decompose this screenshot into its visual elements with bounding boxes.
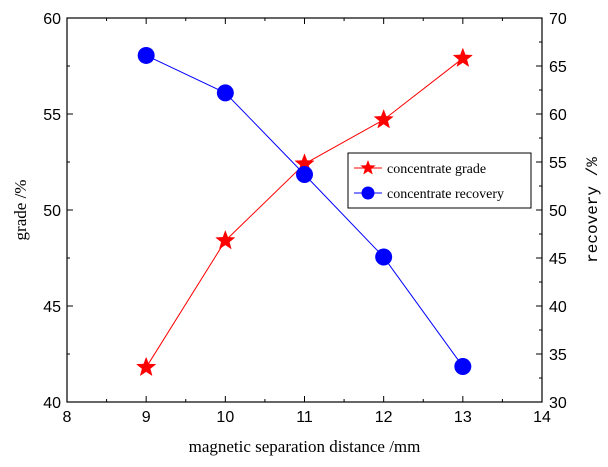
x-tick-label: 9 xyxy=(142,409,151,426)
recovery-point xyxy=(216,84,234,102)
legend-label-grade: concentrate grade xyxy=(387,162,486,177)
legend-marker-grade xyxy=(360,160,376,175)
grade-point xyxy=(373,109,394,129)
x-tick-label: 10 xyxy=(216,409,234,426)
y-right-tick-label: 50 xyxy=(549,203,567,220)
y-right-tick-label: 65 xyxy=(549,59,567,76)
legend-box xyxy=(347,152,532,209)
x-tick-label: 14 xyxy=(533,409,551,426)
recovery-point xyxy=(375,248,393,266)
legend-label-recovery: concentrate recovery xyxy=(387,187,504,202)
recovery-series-line xyxy=(145,54,464,367)
y-left-tick-label: 40 xyxy=(43,395,61,412)
grade-point xyxy=(215,230,236,250)
y-left-tick-label: 50 xyxy=(43,203,61,220)
y-left-tick-label: 55 xyxy=(43,107,61,124)
y-left-tick-label: 60 xyxy=(43,11,61,28)
y-right-tick-label: 70 xyxy=(549,11,567,28)
x-tick-label: 13 xyxy=(454,409,472,426)
y-right-axis-title: recovery /% xyxy=(584,157,602,263)
recovery-point xyxy=(137,46,155,64)
y-left-axis-title: grade /% xyxy=(11,180,30,241)
y-right-tick-label: 45 xyxy=(549,251,567,268)
plot-frame xyxy=(66,17,543,403)
grade-point xyxy=(135,356,157,377)
x-tick-label: 8 xyxy=(63,409,72,426)
x-tick-label: 11 xyxy=(296,409,313,426)
recovery-point xyxy=(454,357,472,375)
x-tick-label: 12 xyxy=(375,409,393,426)
legend-marker-recovery xyxy=(361,186,375,200)
recovery-point xyxy=(296,165,313,183)
grade-point xyxy=(452,47,474,67)
x-axis-title: magnetic separation distance /mm xyxy=(189,437,421,456)
y-left-tick-label: 45 xyxy=(43,299,61,316)
y-right-tick-label: 60 xyxy=(549,107,567,124)
y-right-tick-label: 35 xyxy=(549,347,567,364)
y-right-tick-label: 30 xyxy=(549,395,567,412)
grade-series-line xyxy=(145,57,464,368)
y-right-tick-label: 40 xyxy=(549,299,567,316)
y-right-tick-label: 55 xyxy=(549,155,567,172)
